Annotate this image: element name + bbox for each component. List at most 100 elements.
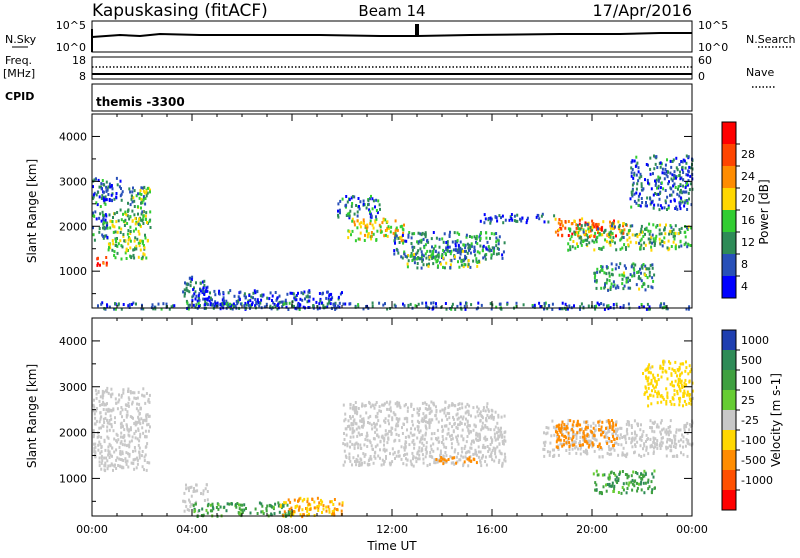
velocity-cell: [651, 488, 654, 492]
power-cell: [533, 303, 536, 307]
velocity-cell: [138, 453, 141, 457]
power-cell: [640, 237, 643, 241]
power-cell: [458, 265, 461, 269]
power-cell: [598, 247, 601, 250]
power-cell: [685, 190, 688, 194]
power-cell: [633, 274, 636, 278]
power-cell: [475, 257, 478, 261]
power-cell: [648, 232, 651, 236]
velocity-cell: [482, 443, 485, 447]
power-cell: [465, 235, 468, 239]
velocity-cell: [503, 458, 506, 462]
velocity-cell: [677, 381, 680, 385]
velocity-cell: [644, 471, 647, 475]
power-cell: [270, 307, 273, 311]
velocity-cell: [478, 450, 480, 454]
velocity-cell: [497, 430, 500, 434]
power-cell: [106, 221, 109, 225]
velocity-cell: [423, 437, 426, 441]
power-cell: [410, 236, 413, 240]
velocity-cell: [119, 465, 122, 469]
velocity-cell: [639, 482, 642, 486]
velocity-cell: [579, 446, 582, 449]
velocity-cell: [328, 507, 331, 511]
power-cell: [337, 202, 340, 206]
velocity-cell: [206, 511, 209, 515]
power-cell: [631, 168, 634, 171]
power-cell: [142, 307, 145, 311]
velocity-cell: [344, 443, 347, 447]
power-cell: [114, 302, 116, 306]
velocity-cell: [587, 445, 590, 449]
power-cell: [92, 195, 95, 199]
velocity-cell: [189, 505, 192, 508]
velocity-cell: [618, 436, 621, 440]
power-cell: [400, 239, 403, 243]
power-cell: [610, 262, 613, 266]
power-cell: [561, 301, 564, 305]
velocity-cell: [455, 461, 458, 465]
velocity-cell: [430, 400, 433, 404]
velocity-colorbar-tick-label: -25: [741, 414, 759, 427]
power-cell: [394, 236, 396, 240]
velocity-cell: [381, 458, 384, 462]
velocity-cell: [398, 404, 401, 408]
velocity-cell: [439, 409, 442, 413]
velocity-cell: [473, 440, 475, 444]
power-cell: [339, 292, 342, 296]
velocity-cell: [581, 427, 583, 431]
velocity-cell: [369, 441, 372, 445]
velocity-cell: [243, 508, 246, 512]
velocity-cell: [591, 430, 594, 434]
velocity-cell: [656, 395, 659, 399]
velocity-cell: [459, 420, 462, 424]
velocity-cell: [123, 428, 126, 432]
power-cell: [513, 214, 516, 218]
power-cell: [494, 215, 497, 219]
velocity-cell: [473, 458, 476, 462]
velocity-cell: [386, 407, 389, 411]
power-cell: [442, 240, 445, 244]
velocity-cell: [664, 430, 667, 434]
power-cell: [322, 304, 325, 308]
velocity-cell: [679, 362, 682, 366]
velocity-cell: [391, 460, 394, 464]
velocity-cell: [137, 415, 140, 419]
velocity-cell: [574, 446, 577, 450]
velocity-cell: [366, 431, 369, 435]
power-cell: [498, 214, 501, 218]
velocity-cell: [98, 440, 101, 444]
velocity-cell: [303, 513, 305, 517]
velocity-cell: [316, 505, 319, 508]
velocity-cell: [688, 380, 691, 384]
velocity-cell: [127, 404, 130, 408]
velocity-cell: [147, 429, 150, 433]
power-cell: [678, 232, 680, 235]
power-y-axis-label: Slant Range [km]: [25, 159, 39, 263]
velocity-cell: [418, 457, 421, 461]
power-cell: [102, 218, 105, 222]
velocity-cell: [376, 443, 379, 447]
velocity-cell: [415, 460, 418, 464]
velocity-cell: [563, 423, 566, 427]
power-cell: [444, 252, 447, 255]
power-cell: [135, 302, 137, 306]
velocity-cell: [301, 499, 304, 503]
power-cell: [675, 176, 677, 180]
power-cell: [358, 207, 361, 211]
velocity-cell: [351, 463, 353, 467]
power-cell: [129, 246, 132, 250]
velocity-cell: [630, 474, 633, 478]
power-cell: [422, 254, 425, 258]
power-cell: [613, 283, 616, 287]
power-cell: [118, 226, 121, 230]
velocity-cell: [349, 459, 352, 463]
velocity-cell: [660, 375, 663, 379]
power-cell: [96, 263, 99, 267]
velocity-cell: [652, 436, 655, 440]
velocity-cell: [674, 446, 677, 449]
power-cell: [188, 303, 191, 307]
velocity-cell: [145, 392, 148, 395]
power-cell: [496, 219, 499, 223]
power-cell: [668, 247, 671, 251]
